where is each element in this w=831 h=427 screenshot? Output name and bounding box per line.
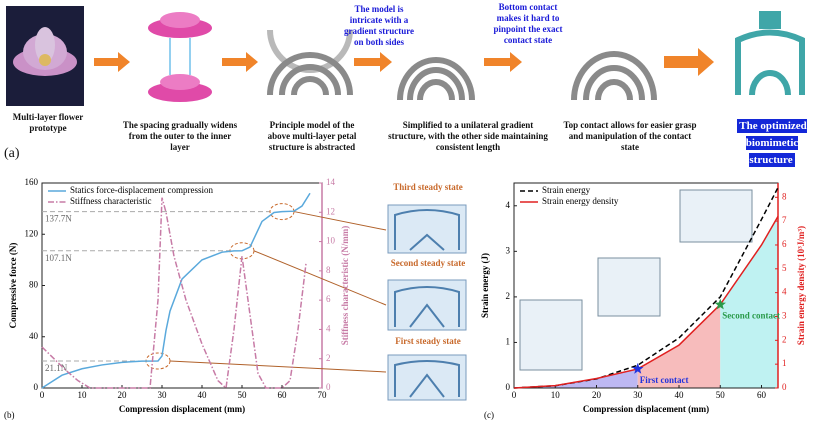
highlight-caption: The optimized biomimetic structure (722, 118, 822, 169)
y-tick-label: 160 (25, 177, 39, 187)
y2-tick-label: 2 (326, 353, 331, 363)
state-label: Third steady state (393, 182, 463, 192)
x-tick-label: 0 (40, 390, 45, 400)
x-tick-label: 40 (198, 390, 208, 400)
x-tick-label: 20 (118, 390, 128, 400)
y-axis-label: Strain energy (J) (480, 253, 490, 318)
series-line (513, 215, 779, 389)
region (514, 368, 638, 388)
reference-label: 137.7N (45, 214, 72, 224)
x-axis-label: Compression displacement (mm) (119, 404, 245, 414)
x-tick-label: 50 (238, 390, 248, 400)
x-tick-label: 10 (78, 390, 88, 400)
x-tick-label: 60 (278, 390, 288, 400)
y2-tick-label: 2 (782, 334, 787, 344)
x-tick-label: 70 (318, 390, 328, 400)
x-tick-label: 30 (158, 390, 168, 400)
marker-label: Second contact (722, 311, 780, 321)
step-caption: Top contact allows for easier grasp and … (563, 120, 697, 152)
state-arrow (253, 250, 387, 306)
y2-tick-label: 6 (326, 294, 331, 304)
y-tick-label: 0 (506, 382, 511, 392)
step-caption: Multi-layer flower prototype (12, 112, 84, 133)
legend-label: Strain energy density (542, 196, 619, 206)
marker-label: First contact (640, 375, 689, 385)
note: Bottom contact makes it hard to pinpoint… (493, 2, 563, 45)
y2-tick-label: 8 (326, 265, 331, 275)
y2-tick-label: 14 (326, 177, 336, 187)
region (720, 216, 778, 388)
y2-axis-label: Strain energy density (10³J/m³) (796, 226, 806, 345)
petal-layers (148, 12, 212, 102)
arch-models (267, 29, 657, 101)
highlight-text: The optimized biomimetic structure (737, 119, 807, 167)
y2-tick-label: 4 (326, 323, 331, 333)
step-caption: The spacing gradually widens from the ou… (122, 120, 238, 152)
mechanism-pictures (519, 189, 753, 371)
y2-tick-label: 3 (782, 311, 787, 321)
y2-tick-label: 1 (782, 358, 787, 368)
y2-tick-label: 5 (782, 263, 787, 273)
y-tick-label: 0 (34, 382, 39, 392)
series-line (41, 197, 307, 390)
y2-tick-label: 0 (326, 382, 331, 392)
panel-label: (a) (4, 146, 20, 161)
y2-tick-label: 8 (782, 191, 787, 201)
x-axis-label: Compression displacement (mm) (583, 404, 709, 414)
y-tick-label: 120 (25, 228, 39, 238)
step-caption: Simplified to a unilateral gradient stru… (388, 120, 548, 152)
state-picture-lines (394, 209, 460, 398)
x-tick-label: 10 (551, 390, 561, 400)
y-tick-label: 4 (506, 200, 511, 210)
y-tick-label: 80 (29, 280, 39, 290)
contact-marker (632, 362, 644, 374)
y-tick-label: 2 (506, 291, 511, 301)
y2-tick-label: 10 (326, 236, 336, 246)
y2-axis-label: Stiffness characteristic (N/mm) (340, 226, 350, 345)
x-tick-label: 40 (675, 390, 685, 400)
panel-label: (b) (4, 410, 15, 420)
y2-tick-label: 4 (782, 287, 787, 297)
state-arrow (293, 211, 387, 231)
legend-label: Strain energy (542, 185, 591, 195)
optimized-model (735, 11, 805, 96)
note: The model is intricate with a gradient s… (343, 4, 415, 47)
y2-tick-label: 6 (782, 239, 787, 249)
flower (13, 27, 77, 76)
y2-tick-label: 0 (782, 382, 787, 392)
series-line (41, 192, 311, 389)
x-tick-label: 20 (592, 390, 602, 400)
y-tick-label: 1 (506, 337, 511, 347)
flow-arrows (94, 48, 714, 76)
state-arrow (169, 360, 387, 373)
y2-tick-label: 12 (326, 206, 335, 216)
y-tick-label: 3 (506, 245, 511, 255)
x-tick-label: 0 (512, 390, 517, 400)
state-label: First steady state (395, 336, 460, 346)
legend-label: Statics force-displacement compression (70, 185, 213, 195)
y2-tick-label: 7 (782, 215, 787, 225)
y-axis-label: Compressive force (N) (8, 243, 18, 329)
panel-label: (c) (484, 410, 494, 420)
reference-label: 107.1N (45, 253, 72, 263)
x-tick-label: 60 (757, 390, 767, 400)
reference-label: 21.1N (45, 363, 68, 373)
x-tick-label: 30 (633, 390, 643, 400)
contact-marker (714, 298, 726, 310)
x-tick-label: 50 (716, 390, 726, 400)
y-tick-label: 40 (29, 331, 39, 341)
state-label: Second steady state (391, 258, 466, 268)
step-caption: Principle model of the above multi-layer… (267, 120, 357, 152)
legend-label: Stiffness characteristic (70, 196, 152, 206)
